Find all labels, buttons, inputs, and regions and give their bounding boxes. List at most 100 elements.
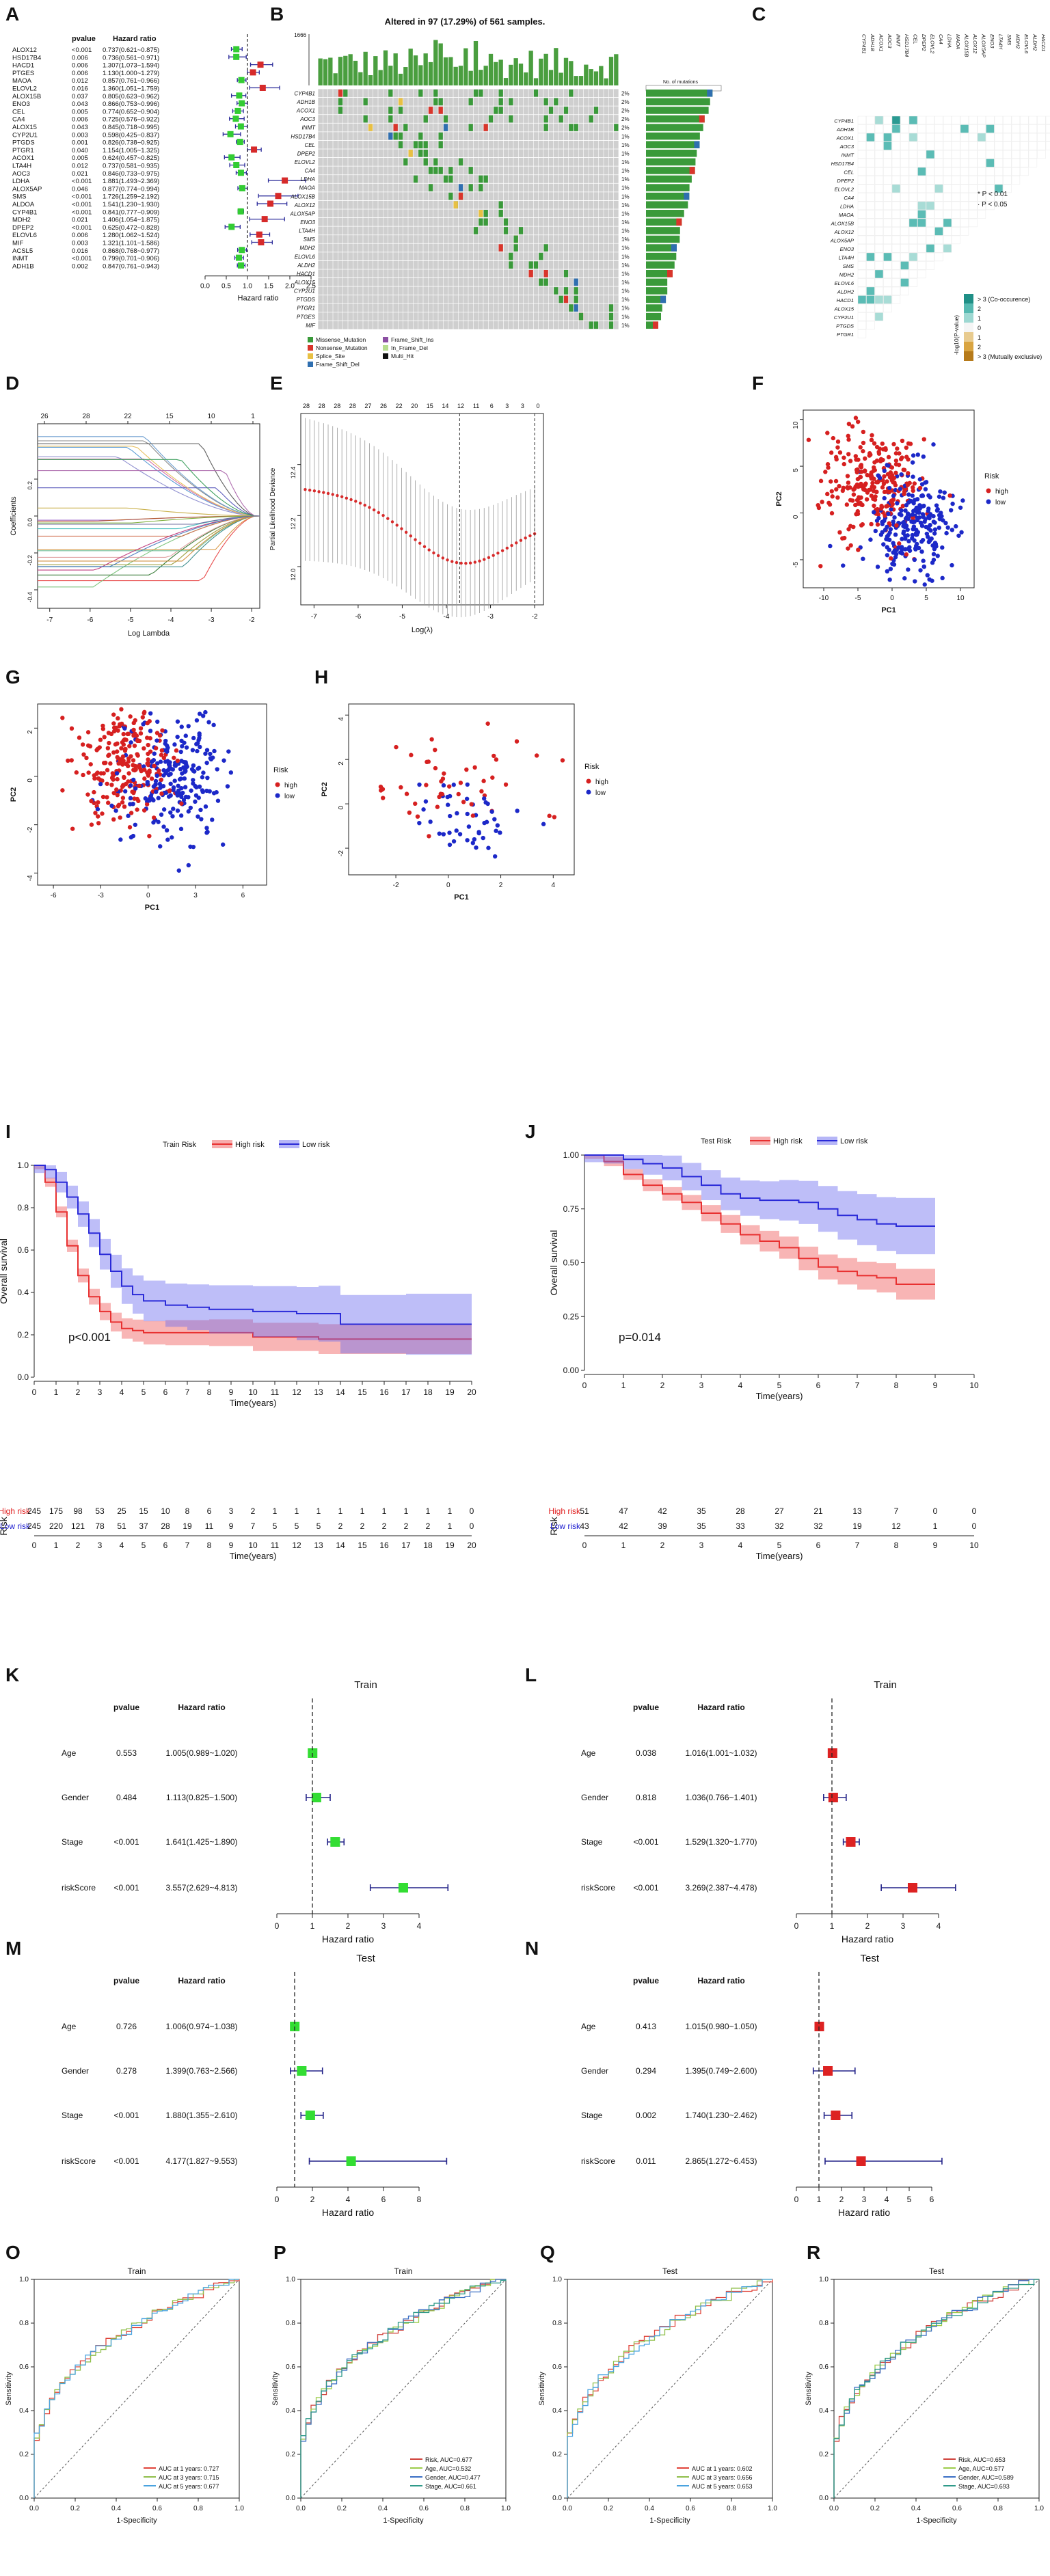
gene-row-label: ALOX12: [294, 202, 316, 208]
high-risk-point: [861, 487, 866, 492]
low-risk-point: [168, 766, 174, 771]
legend-label: AUC at 3 years: 0.715: [159, 2474, 219, 2481]
high-risk-point: [167, 789, 172, 794]
risk-count-high: 1: [448, 1506, 453, 1516]
mutation-cell: [554, 287, 558, 295]
low-risk-point: [919, 549, 924, 554]
low-risk-point: [486, 845, 491, 850]
y-axis-title: Coefficients: [10, 496, 18, 536]
high-risk-point: [846, 421, 852, 426]
low-risk-point: [191, 735, 196, 741]
risk-x-tick-label: 19: [445, 1541, 455, 1550]
x-tick-label: 2: [499, 882, 503, 889]
side-bars-label: No. of mutations: [663, 80, 698, 85]
pvalue-cell: 0.003: [72, 131, 88, 139]
low-risk-point: [932, 520, 937, 525]
hr-point: [237, 208, 244, 215]
legend-swatch: [308, 353, 313, 359]
low-risk-point: [220, 842, 226, 847]
pvalue-cell: <0.001: [633, 1883, 658, 1893]
low-risk-point: [873, 528, 878, 534]
low-risk-point: [934, 508, 940, 513]
matrix-cell: [969, 150, 978, 159]
hr-point: [227, 131, 234, 137]
matrix-cell: [908, 159, 918, 167]
hr-point: [239, 185, 245, 191]
low-risk-point: [179, 794, 184, 800]
matrix-cell: [874, 269, 884, 279]
x-tick-label: 0.0: [200, 283, 210, 290]
deviance-point: [446, 558, 449, 562]
gene-row-label: PTGR1: [297, 306, 315, 312]
matrix-cell: [917, 133, 926, 142]
risk-x-tick-label: 6: [816, 1541, 821, 1550]
matrix-cell: [874, 141, 884, 150]
low-risk-point: [197, 711, 202, 716]
risk-count-low: 5: [317, 1521, 321, 1531]
low-risk-point: [200, 789, 205, 794]
high-risk-point: [111, 817, 116, 822]
matrix-cell: [883, 176, 892, 185]
matrix-cell: [1028, 159, 1038, 167]
pvalue-cell: <0.001: [72, 208, 92, 216]
x-tick-label: 4: [738, 1381, 743, 1390]
high-risk-point: [131, 763, 135, 768]
high-risk-point: [868, 452, 873, 457]
low-risk-point: [228, 770, 234, 775]
matrix-cell: [857, 269, 867, 279]
low-risk-point: [447, 842, 453, 848]
deviance-point: [436, 554, 440, 558]
mutation-cell: [494, 107, 498, 114]
matrix-cell: [934, 184, 943, 193]
high-risk-point: [77, 735, 82, 740]
legend-label-high: High risk: [773, 1137, 803, 1145]
x-tick-label: 3: [193, 892, 198, 899]
high-risk-point: [110, 771, 116, 776]
diagonal-reference: [567, 2279, 773, 2499]
low-risk-point: [128, 802, 133, 806]
sample-bar: [604, 78, 608, 85]
p-value-label: p<0.001: [68, 1331, 111, 1344]
high-risk-point: [859, 481, 863, 487]
hr-point: [233, 46, 240, 53]
mutation-cell: [363, 115, 368, 123]
risk-x-axis-title: Time(years): [230, 1551, 277, 1561]
panel-label-K: K: [5, 1664, 19, 1685]
high-risk-point: [826, 465, 831, 470]
y-tick-label: 12.0: [290, 569, 297, 581]
low-risk-point: [900, 537, 904, 541]
hazard-ratio-cell: 0.725(0.576~0.922): [103, 116, 159, 124]
high-risk-point: [837, 484, 842, 489]
hr-point: [251, 146, 258, 153]
matrix-cell: [866, 116, 875, 125]
x-axis-title: Time(years): [230, 1398, 277, 1408]
x-tick-label: 19: [445, 1387, 455, 1397]
matrix-col-label: ALOX15: [1049, 33, 1050, 54]
high-risk-point: [93, 811, 98, 815]
matrix-col-label: ALDH2: [1032, 33, 1038, 51]
matrix-cell: [866, 124, 875, 133]
risk-count-low: 7: [251, 1521, 256, 1531]
high-risk-point: [145, 720, 150, 726]
sample-bar: [318, 58, 323, 85]
matrix-row-label: CYP4B1: [834, 118, 854, 124]
matrix-cell: [1003, 159, 1012, 167]
high-risk-point: [118, 722, 122, 727]
high-risk-point: [829, 450, 834, 455]
matrix-cell: [1037, 141, 1046, 150]
matrix-cell: [908, 252, 918, 262]
hr-point: [237, 123, 244, 130]
risk-x-tick-label: 0: [32, 1541, 37, 1550]
roc-curve: [567, 2279, 772, 2498]
low-risk-point: [900, 551, 904, 556]
mutation-cell: [558, 295, 563, 303]
low-risk-point: [417, 820, 422, 826]
high-risk-point: [917, 485, 923, 491]
low-risk-point: [221, 758, 226, 763]
side-bar-segment: [653, 321, 658, 329]
matrix-cell: [986, 176, 995, 185]
deviance-point: [390, 520, 394, 524]
coefficient-path: [38, 456, 260, 517]
high-risk-point: [461, 800, 466, 804]
low-risk-point: [911, 509, 916, 513]
